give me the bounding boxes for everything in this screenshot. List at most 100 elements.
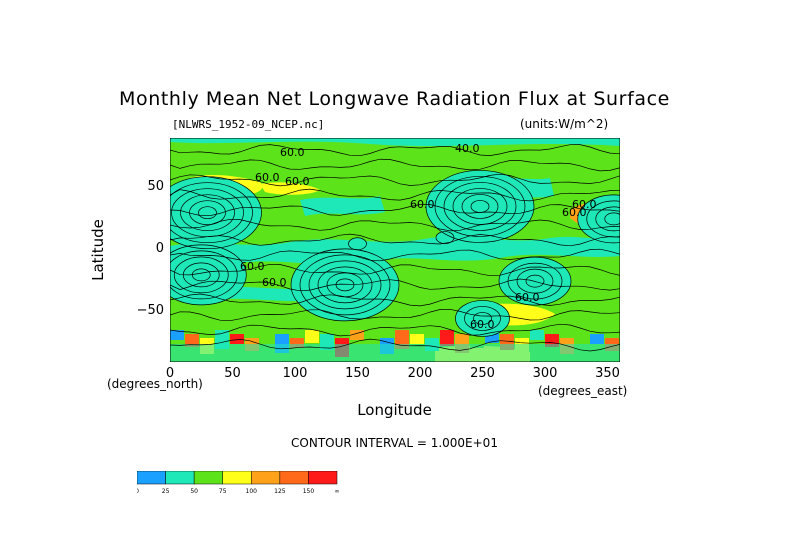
polar-cell: [470, 338, 484, 348]
x-tick-label: 300: [532, 366, 558, 381]
map-regions: [170, 138, 620, 362]
x-tick-label: 200: [407, 366, 433, 381]
colorbar-tick-label: 50: [190, 488, 198, 495]
polar-cell: [230, 334, 244, 344]
contour-label: 60.0: [515, 291, 540, 304]
colorbar-swatch: [251, 471, 281, 485]
colorbar-swatch: [193, 471, 223, 485]
contour-lines: [170, 144, 620, 352]
colorbar-swatch: [222, 471, 252, 485]
colorbar-tick-label: 0: [137, 488, 139, 495]
units-label: (units:W/m^2): [520, 117, 609, 131]
contour-ring: [595, 206, 620, 232]
polar-cell: [185, 334, 199, 347]
polar-cell: [365, 334, 379, 347]
contour-labels: 40.060.060.0 60.060.060.060.060.060.060.0…: [240, 142, 597, 331]
polar-cell: [440, 330, 454, 346]
contour-label: 60.0: [285, 175, 310, 188]
x-tick-label: 350: [595, 366, 620, 381]
colorbar-tick-label: 25: [162, 488, 170, 495]
contour-ring: [473, 312, 492, 325]
contour-label: 60.0: [280, 146, 305, 159]
contour-ring: [317, 266, 373, 304]
hotspot-level: [436, 231, 454, 244]
x-tick-label: 250: [470, 366, 495, 381]
polar-cell: [590, 334, 604, 344]
y-tick-label: 0: [155, 241, 164, 256]
chart-title: Monthly Mean Net Longwave Radiation Flux…: [119, 88, 670, 110]
y-axis-label: Latitude: [89, 219, 107, 281]
colorbar-tick-label: 125: [274, 488, 286, 495]
x-tick-label: 50: [224, 366, 241, 381]
polar-cell: [410, 334, 424, 344]
contour-ring: [516, 268, 554, 294]
y-tick-label: −50: [136, 303, 164, 319]
x-tick-label: 100: [282, 366, 308, 381]
x-tick-label: 0: [165, 366, 175, 381]
contour-ring: [189, 200, 226, 226]
contour-ring: [464, 306, 501, 331]
colorbar-tick-label: 150: [303, 488, 315, 495]
field-patch: [170, 236, 620, 266]
polar-cell: [530, 330, 544, 340]
contour-ring: [299, 254, 391, 316]
colorbar-tick-label: ∞: [335, 488, 340, 495]
contour-label: 60.0: [470, 318, 495, 331]
contour-ring: [425, 170, 535, 243]
contour-label: 40.0: [455, 142, 480, 155]
polar-cell: [260, 330, 274, 346]
polar-cell: [545, 334, 559, 347]
contour-ring: [170, 182, 253, 244]
hotspot-level: [170, 176, 262, 249]
x-units-label: (degrees_east): [538, 384, 628, 398]
contour-ring: [434, 176, 526, 237]
contour-ring: [461, 194, 499, 219]
contour-interval: CONTOUR INTERVAL = 1.000E+01: [291, 436, 498, 450]
contour-line: [170, 323, 620, 337]
contour-line: [170, 144, 620, 157]
contour-ring: [198, 206, 217, 220]
contour-line: [170, 173, 620, 187]
contour-map: 40.060.060.0 60.060.060.060.060.060.060.0…: [170, 138, 620, 362]
contour-ring: [170, 244, 247, 306]
field-patch: [300, 196, 385, 216]
colorbar-swatch: [308, 471, 338, 485]
contour-ring: [452, 188, 508, 225]
colorbar: 0 25 50 75 100 125 150 ∞: [137, 471, 340, 495]
contour-line: [170, 218, 620, 232]
contour-label: 60.0: [410, 198, 435, 211]
colorbar-swatch: [165, 471, 195, 485]
colorbar-swatch: [279, 471, 309, 485]
contour-line: [170, 263, 620, 277]
hotspot-level: [170, 244, 247, 305]
polar-cell: [305, 330, 319, 343]
contour-ring: [170, 250, 238, 300]
contour-ring: [173, 256, 229, 294]
colorbar-swatch: [137, 471, 166, 485]
colorbar-tick-label: 75: [219, 488, 227, 495]
contour-ring: [180, 194, 235, 232]
contour-line: [170, 158, 620, 172]
contour-line: [170, 278, 620, 292]
contour-ring: [525, 274, 545, 288]
contour-label: 60.0: [262, 276, 287, 289]
contour-line: [170, 308, 620, 322]
contour-ring: [443, 182, 517, 231]
contour-ring: [348, 237, 367, 251]
contour-label: 60.0: [562, 206, 587, 219]
contour-line: [170, 204, 620, 217]
hotspot-level: [426, 170, 534, 243]
contour-line: [170, 338, 620, 352]
contour-line: [170, 188, 620, 202]
colorbar-tick-label: 100: [246, 488, 258, 495]
contour-label: 60.0: [572, 198, 597, 211]
polar-cell: [350, 330, 364, 340]
field-patch: [170, 138, 620, 146]
polar-band: [170, 344, 620, 362]
x-tick-label: 150: [345, 366, 370, 381]
contour-label: 60.0: [255, 171, 280, 184]
x-axis-label: Longitude: [357, 401, 432, 419]
contour-ring: [290, 248, 400, 322]
hotspot-level: [291, 248, 399, 321]
contour-ring: [435, 231, 455, 244]
